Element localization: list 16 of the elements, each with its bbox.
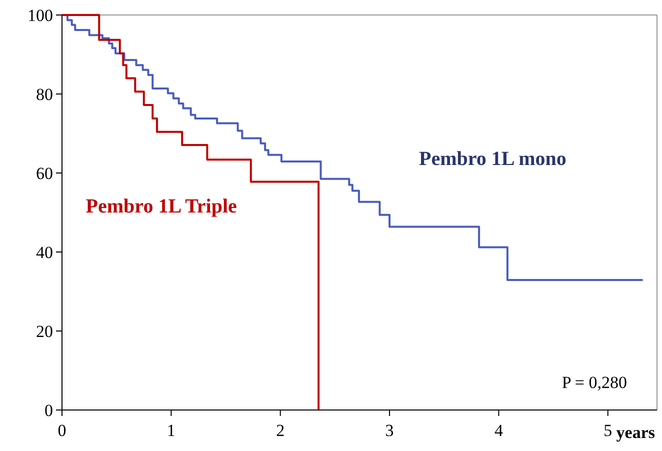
x-tick-label: 2 [276, 421, 285, 440]
y-tick-label: 0 [44, 400, 53, 420]
x-tick-label: 3 [385, 421, 394, 440]
x-tick-label: 1 [166, 421, 176, 440]
y-tick-label: 100 [28, 6, 53, 25]
annotation: P = 0,280 [562, 373, 627, 392]
x-tick-label: 4 [494, 421, 504, 440]
x-axis-title: years [616, 423, 656, 442]
series-label: Pembro 1L Triple [86, 196, 238, 218]
x-tick-label: 0 [58, 421, 66, 440]
x-tick-label: 5 [604, 421, 612, 440]
y-tick-label: 80 [36, 84, 53, 104]
y-tick-label: 60 [36, 164, 53, 183]
text: Pembro 1L mono [419, 148, 566, 170]
y-tick-label: 40 [36, 242, 53, 262]
y-tick-label: 20 [36, 322, 53, 341]
